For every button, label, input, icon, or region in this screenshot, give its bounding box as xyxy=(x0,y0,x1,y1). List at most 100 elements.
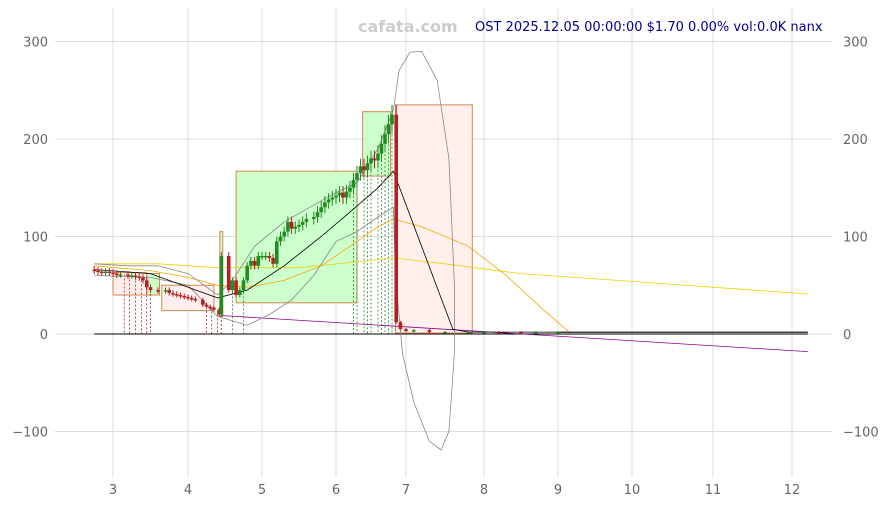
y-tick-label-right: 200 xyxy=(843,133,868,148)
x-tick-label: 7 xyxy=(402,483,410,498)
candle-up xyxy=(412,330,416,332)
candle-up xyxy=(326,199,331,203)
candle-down xyxy=(372,158,377,161)
candle-up xyxy=(230,280,235,291)
candle-up xyxy=(351,179,356,188)
candle-down xyxy=(289,221,294,229)
candle-up xyxy=(466,332,471,334)
candle-up xyxy=(304,218,309,222)
chart-title: OST 2025.12.05 00:00:00 $1.70 0.00% vol:… xyxy=(475,20,823,35)
candle-down xyxy=(171,293,175,295)
candle-down xyxy=(497,332,501,334)
y-tick-label-right: 300 xyxy=(843,36,868,51)
candle-up xyxy=(534,332,538,334)
y-tick-label-right: 0 xyxy=(843,328,851,343)
candle-down xyxy=(398,322,403,330)
candle-down xyxy=(341,192,345,198)
candle-up xyxy=(129,275,134,277)
candle-down xyxy=(114,273,119,276)
candle-up xyxy=(256,256,261,266)
candle-up xyxy=(245,265,249,281)
trend-line xyxy=(221,315,808,352)
candle-down xyxy=(252,260,257,266)
candle-up xyxy=(369,158,373,164)
candle-down xyxy=(204,304,209,307)
indicator-lines xyxy=(94,50,808,451)
candle-down xyxy=(167,290,172,294)
x-tick-label: 8 xyxy=(480,483,488,498)
candle-down xyxy=(362,166,366,171)
candle-down xyxy=(193,298,198,301)
candle-down xyxy=(99,271,104,274)
candle-down xyxy=(111,272,115,275)
candle-down xyxy=(267,256,272,258)
candle-down xyxy=(174,294,179,296)
orange-line xyxy=(94,218,808,333)
candle-down xyxy=(133,275,138,277)
candle-up xyxy=(334,195,338,198)
y-tick-label-left: 300 xyxy=(23,36,48,51)
candle-up xyxy=(386,124,391,135)
signal-lines xyxy=(123,114,393,334)
up-zone-box xyxy=(235,170,358,304)
candle-down xyxy=(186,296,190,299)
candle-up xyxy=(163,290,168,292)
x-tick-label: 5 xyxy=(258,483,266,498)
y-tick-label-right: 100 xyxy=(843,231,868,246)
candle-up xyxy=(249,260,253,266)
x-tick-label: 9 xyxy=(554,483,562,498)
candle-down xyxy=(208,306,212,309)
candle-up xyxy=(319,207,323,213)
candle-up xyxy=(383,134,387,144)
candle-up xyxy=(376,153,380,161)
x-tick-label: 12 xyxy=(784,483,801,498)
candle-down xyxy=(92,269,97,272)
axis-ticks: 3 4 5 6 7 8 9 10 11 12 −100 −100 0 0 100 100 200 200 300 30… xyxy=(12,36,878,499)
candle-up xyxy=(241,280,246,291)
y-tick-label-right: −100 xyxy=(843,426,879,441)
candle-down xyxy=(519,332,523,334)
candle-up xyxy=(390,114,394,125)
candle-up xyxy=(282,231,286,237)
candle-up xyxy=(355,173,359,180)
candle-down xyxy=(96,270,100,273)
candle-up xyxy=(118,274,123,277)
candle-up xyxy=(330,197,335,200)
y-tick-label-left: 0 xyxy=(40,328,48,343)
candle-up xyxy=(293,226,298,229)
candle-down xyxy=(189,297,194,300)
candle-down xyxy=(394,114,398,323)
y-tick-label-left: 100 xyxy=(23,231,48,246)
candle-up xyxy=(260,256,264,258)
candles xyxy=(92,104,560,334)
x-tick-label: 4 xyxy=(184,483,192,498)
candle-up xyxy=(297,224,301,227)
candle-down xyxy=(404,329,408,332)
x-tick-label: 11 xyxy=(705,483,722,498)
y-tick-label-left: −100 xyxy=(12,426,48,441)
candle-down xyxy=(427,330,432,333)
candle-up xyxy=(379,143,384,154)
candle-up xyxy=(344,191,349,198)
candle-down xyxy=(107,271,112,274)
candle-down xyxy=(178,295,183,297)
candle-up xyxy=(219,256,224,315)
candle-up xyxy=(315,212,320,217)
x-tick-label: 10 xyxy=(624,483,641,498)
candle-down xyxy=(144,280,149,288)
candle-up xyxy=(348,187,352,192)
candle-up xyxy=(263,256,268,258)
candle-down xyxy=(201,299,205,305)
candle-up xyxy=(443,332,447,334)
yellow-line xyxy=(94,257,808,295)
candle-down xyxy=(126,274,130,277)
candle-up xyxy=(358,166,363,174)
candle-up xyxy=(300,221,305,225)
candle-up xyxy=(103,271,108,274)
candle-up xyxy=(337,192,342,196)
candle-up xyxy=(365,163,370,171)
candle-up xyxy=(275,241,279,264)
candle-down xyxy=(137,276,142,278)
x-tick-label: 3 xyxy=(109,483,117,498)
